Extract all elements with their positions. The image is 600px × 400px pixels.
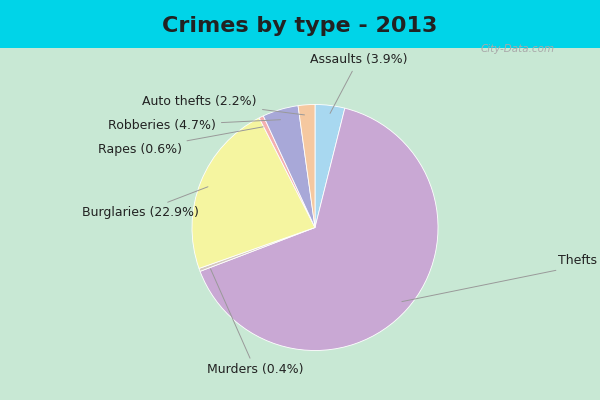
Text: Burglaries (22.9%): Burglaries (22.9%) bbox=[83, 187, 208, 219]
Wedge shape bbox=[263, 106, 315, 228]
Text: Murders (0.4%): Murders (0.4%) bbox=[207, 269, 304, 376]
Text: Assaults (3.9%): Assaults (3.9%) bbox=[310, 53, 407, 113]
Text: Rapes (0.6%): Rapes (0.6%) bbox=[97, 127, 263, 156]
Wedge shape bbox=[199, 228, 315, 271]
Wedge shape bbox=[298, 104, 315, 228]
Wedge shape bbox=[259, 116, 315, 228]
Wedge shape bbox=[200, 108, 438, 350]
Wedge shape bbox=[315, 104, 345, 228]
Wedge shape bbox=[192, 118, 315, 268]
Text: Thefts (65.3%): Thefts (65.3%) bbox=[402, 254, 600, 302]
Text: City-Data.com: City-Data.com bbox=[481, 44, 555, 54]
Text: Robberies (4.7%): Robberies (4.7%) bbox=[108, 119, 280, 132]
Text: Crimes by type - 2013: Crimes by type - 2013 bbox=[163, 16, 437, 36]
Text: Auto thefts (2.2%): Auto thefts (2.2%) bbox=[143, 95, 304, 115]
